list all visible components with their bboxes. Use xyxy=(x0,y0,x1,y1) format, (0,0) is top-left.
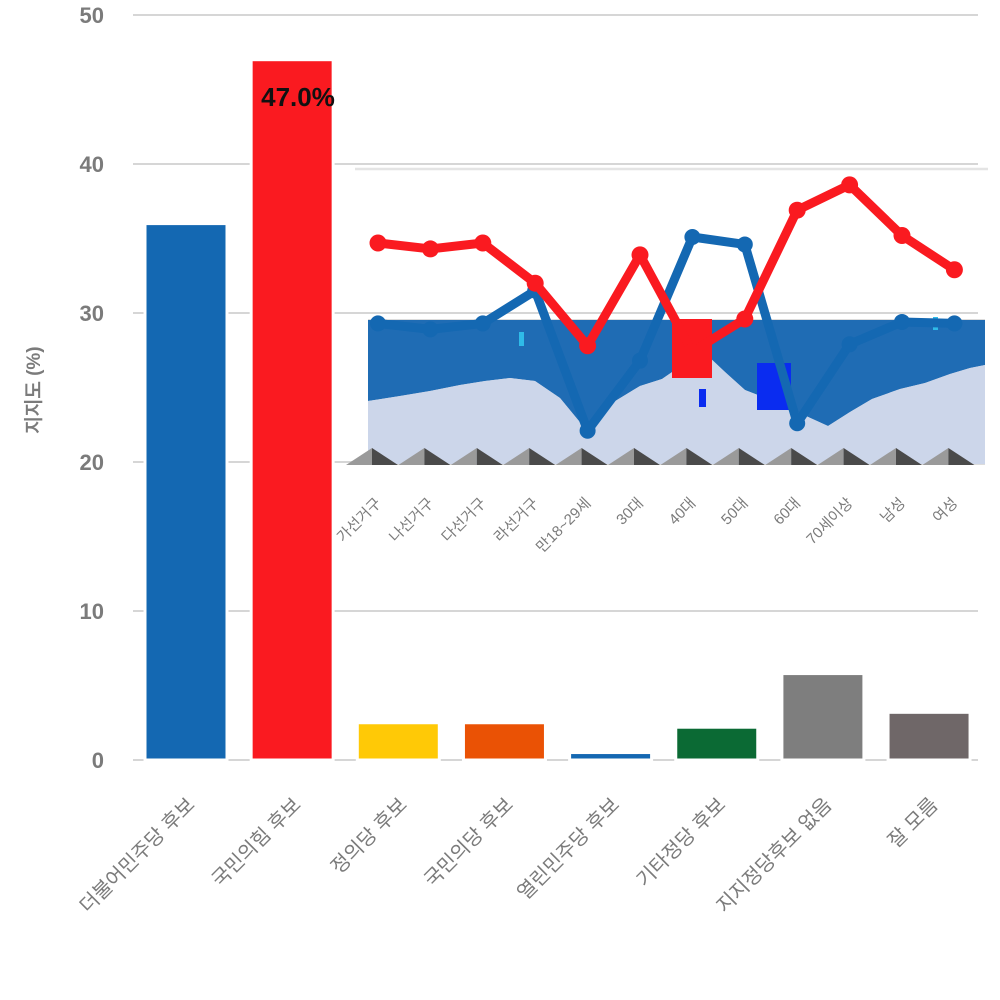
x-tick-label: 국민의힘 후보 xyxy=(207,793,305,891)
inset-x-tick-label: 70세이상 xyxy=(803,495,856,548)
tear-triangle xyxy=(634,448,660,465)
tear-triangle xyxy=(529,448,556,465)
line-marker-blue xyxy=(684,229,701,246)
tear-triangle xyxy=(948,448,975,465)
line-marker-red xyxy=(579,337,597,355)
line-marker-blue xyxy=(579,422,596,439)
x-tick-label: 국민의당 후보 xyxy=(420,793,518,891)
inset-x-tick-label: 남성 xyxy=(877,495,909,527)
inset-artifact xyxy=(519,332,524,346)
tear-triangle xyxy=(738,448,765,465)
tear-triangle xyxy=(870,448,896,465)
y-tick-label: 40 xyxy=(80,152,104,177)
bar xyxy=(355,721,441,762)
tear-triangle xyxy=(450,448,477,465)
inset-x-tick-label: 라선거구 xyxy=(491,495,542,546)
bar xyxy=(568,751,654,762)
bar xyxy=(249,58,335,762)
line-marker-red xyxy=(683,343,701,361)
line-marker-red xyxy=(526,274,544,292)
line-marker-red xyxy=(841,176,859,194)
tear-triangle xyxy=(791,448,818,465)
bar-value-label: 47.0% xyxy=(261,82,335,112)
y-tick-label: 50 xyxy=(80,3,104,28)
inset-x-tick-label: 가선거구 xyxy=(334,495,385,546)
y-tick-label: 0 xyxy=(92,748,104,773)
y-tick-label: 10 xyxy=(80,599,104,624)
x-tick-label: 잘 모름 xyxy=(883,793,942,852)
tear-triangle xyxy=(503,448,530,465)
line-marker-blue xyxy=(370,315,386,332)
x-tick-label: 지지정당후보 없음 xyxy=(712,793,836,917)
tear-triangle xyxy=(817,448,844,465)
tear-triangle xyxy=(843,448,870,465)
inset-x-tick-label: 60대 xyxy=(770,495,804,529)
line-marker-blue xyxy=(474,315,491,332)
line-marker-red xyxy=(736,310,754,328)
tear-triangle xyxy=(346,448,372,465)
line-marker-red xyxy=(474,234,492,252)
bar xyxy=(461,721,547,762)
line-marker-red xyxy=(421,240,439,258)
y-tick-label: 30 xyxy=(80,301,104,326)
line-marker-blue xyxy=(789,415,806,432)
tear-triangle xyxy=(581,448,608,465)
x-tick-label: 기타정당 후보 xyxy=(632,793,730,891)
line-marker-blue xyxy=(894,313,910,330)
line-marker-blue xyxy=(632,352,648,369)
tear-triangle xyxy=(896,448,922,465)
bar xyxy=(143,222,229,762)
inset-x-tick-label: 만18~29세 xyxy=(533,495,594,556)
line-marker-red xyxy=(893,227,911,245)
x-tick-label: 열린민주당 후보 xyxy=(513,793,624,904)
tear-triangle xyxy=(476,448,503,465)
bar xyxy=(674,725,760,762)
inset-x-tick-label: 30대 xyxy=(613,495,647,529)
tear-triangle xyxy=(686,448,713,465)
x-tick-label: 정의당 후보 xyxy=(327,793,412,878)
tear-triangle xyxy=(372,448,398,465)
inset-x-tick-label: 50대 xyxy=(718,495,752,529)
line-marker-red xyxy=(788,201,806,219)
line-marker-blue xyxy=(422,321,439,338)
x-tick-label: 더불어민주당 후보 xyxy=(75,793,199,917)
tear-triangle xyxy=(765,448,792,465)
tear-triangle xyxy=(555,448,582,465)
inset-x-tick-label: 여성 xyxy=(930,495,962,527)
inset-x-tick-label: 40대 xyxy=(666,495,700,529)
inset-x-tick-label: 나선거구 xyxy=(386,495,437,546)
inset-x-tick-label: 다선거구 xyxy=(439,495,490,546)
line-marker-red xyxy=(369,234,387,252)
bar xyxy=(886,710,972,762)
inset-artifact xyxy=(699,389,706,407)
line-marker-blue xyxy=(841,336,858,353)
line-marker-red xyxy=(631,246,649,264)
bar xyxy=(780,672,866,762)
tear-triangle xyxy=(608,448,634,465)
tear-triangle xyxy=(398,448,425,465)
tear-triangle xyxy=(660,448,687,465)
inset-area-dark xyxy=(368,320,985,432)
line-marker-blue xyxy=(736,236,753,253)
tear-triangle xyxy=(712,448,739,465)
y-axis-title: 지지도 (%) xyxy=(23,346,45,433)
tear-triangle xyxy=(424,448,451,465)
tear-triangle xyxy=(922,448,949,465)
line-marker-blue xyxy=(946,315,963,332)
y-tick-label: 20 xyxy=(80,450,104,475)
line-series-red xyxy=(373,180,959,357)
bars-layer xyxy=(143,58,972,762)
line-marker-red xyxy=(945,261,963,279)
inset-area-light xyxy=(368,350,985,464)
